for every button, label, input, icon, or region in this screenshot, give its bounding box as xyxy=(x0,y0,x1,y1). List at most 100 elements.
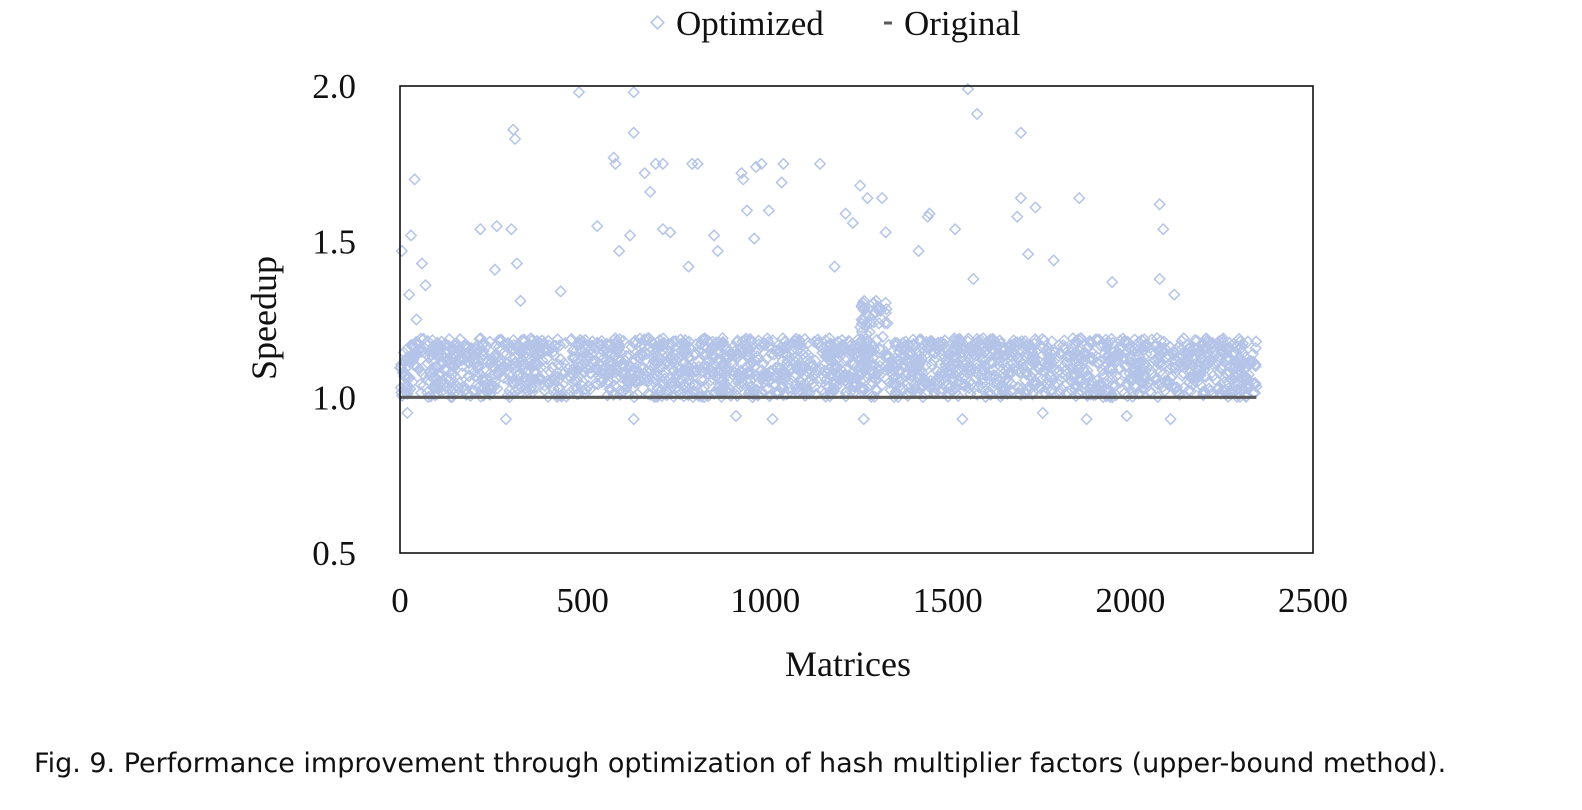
optimized-point xyxy=(540,352,554,366)
optimized-point xyxy=(806,377,820,390)
optimized-point xyxy=(1202,382,1216,395)
optimized-point xyxy=(972,380,986,394)
optimized-point xyxy=(656,222,670,236)
optimized-point xyxy=(743,366,756,380)
optimized-point xyxy=(854,320,867,334)
optimized-point xyxy=(1118,335,1132,349)
optimized-point xyxy=(432,348,446,361)
optimized-point xyxy=(603,383,617,396)
x-tick-label: 1000 xyxy=(730,581,800,620)
optimized-point xyxy=(1120,346,1134,359)
optimized-point xyxy=(649,389,662,403)
optimized-point xyxy=(1065,374,1078,388)
optimized-point xyxy=(1021,247,1035,261)
optimized-point xyxy=(855,336,868,350)
optimized-point xyxy=(528,373,542,386)
optimized-point xyxy=(772,347,785,361)
optimized-point xyxy=(471,381,485,395)
optimized-point xyxy=(1105,389,1118,402)
optimized-point xyxy=(1107,349,1121,363)
optimized-point xyxy=(411,336,425,350)
optimized-point xyxy=(1014,191,1028,205)
optimized-point xyxy=(793,334,806,347)
optimized-point xyxy=(951,389,965,403)
optimized-point xyxy=(950,365,963,379)
optimized-point xyxy=(1161,374,1175,387)
optimized-point xyxy=(515,363,529,377)
x-tick-label: 500 xyxy=(556,581,609,620)
optimized-point xyxy=(1119,359,1133,373)
optimized-point xyxy=(417,332,430,346)
optimized-point xyxy=(872,317,886,330)
optimized-point xyxy=(1249,358,1262,371)
optimized-point xyxy=(729,409,743,423)
optimized-point xyxy=(986,381,999,395)
optimized-point xyxy=(725,348,738,362)
optimized-point xyxy=(497,371,511,385)
x-tick-label: 1500 xyxy=(913,581,983,620)
optimized-point xyxy=(865,390,878,404)
optimized-point xyxy=(1220,352,1233,366)
optimized-point xyxy=(633,352,647,365)
optimized-point xyxy=(809,363,823,377)
x-axis-title: Matrices xyxy=(785,644,911,684)
optimized-point xyxy=(555,390,568,403)
x-axis: 0 500 1000 1500 2000 2500 xyxy=(391,581,1348,620)
optimized-point xyxy=(828,260,841,273)
optimized-point xyxy=(861,356,875,369)
optimized-point xyxy=(944,366,957,379)
optimized-point xyxy=(1118,367,1131,380)
optimized-point xyxy=(483,335,497,349)
optimized-point xyxy=(646,343,660,356)
optimized-point xyxy=(1069,346,1083,359)
optimized-point xyxy=(643,185,657,199)
optimized-point xyxy=(987,337,1001,351)
optimized-point xyxy=(644,359,658,373)
optimized-point xyxy=(629,334,642,348)
optimized-point xyxy=(1059,356,1073,369)
optimized-point xyxy=(766,412,779,426)
optimized-point xyxy=(492,333,505,347)
optimized-point xyxy=(760,352,774,366)
optimized-point xyxy=(1177,366,1190,380)
optimized-point xyxy=(962,346,976,360)
optimized-point xyxy=(574,377,587,391)
optimized-point xyxy=(492,340,506,354)
optimized-point xyxy=(613,341,626,354)
optimized-point xyxy=(1144,364,1157,377)
optimized-point xyxy=(673,383,687,396)
optimized-point xyxy=(1232,378,1245,392)
optimized-point xyxy=(601,367,615,381)
optimized-point xyxy=(892,380,906,393)
optimized-point xyxy=(868,306,882,319)
optimized-point xyxy=(793,383,807,397)
optimized-point xyxy=(423,366,437,379)
optimized-point xyxy=(782,339,795,353)
optimized-point xyxy=(594,372,607,385)
optimized-point xyxy=(963,381,976,395)
optimized-point xyxy=(408,342,422,355)
optimized-point xyxy=(1175,334,1188,348)
optimized-point xyxy=(879,226,892,239)
optimized-point xyxy=(551,389,565,402)
optimized-point xyxy=(1052,338,1066,352)
optimized-point xyxy=(1170,381,1184,394)
legend-item-optimized: Optimized xyxy=(650,4,824,43)
optimized-point xyxy=(674,366,687,380)
optimized-point xyxy=(494,333,508,346)
optimized-point xyxy=(850,351,864,364)
optimized-point xyxy=(592,357,605,371)
optimized-point xyxy=(881,317,894,330)
optimized-point xyxy=(1024,341,1038,355)
optimized-point xyxy=(687,360,701,374)
optimized-point xyxy=(508,132,522,146)
optimized-point xyxy=(761,382,774,396)
optimized-point xyxy=(1061,351,1074,364)
optimized-point xyxy=(686,390,700,404)
optimized-point xyxy=(620,375,634,388)
optimized-point xyxy=(1157,222,1170,236)
optimized-point xyxy=(1148,373,1162,386)
optimized-point xyxy=(831,335,845,348)
optimized-point xyxy=(473,367,487,381)
optimized-point xyxy=(1105,275,1119,289)
